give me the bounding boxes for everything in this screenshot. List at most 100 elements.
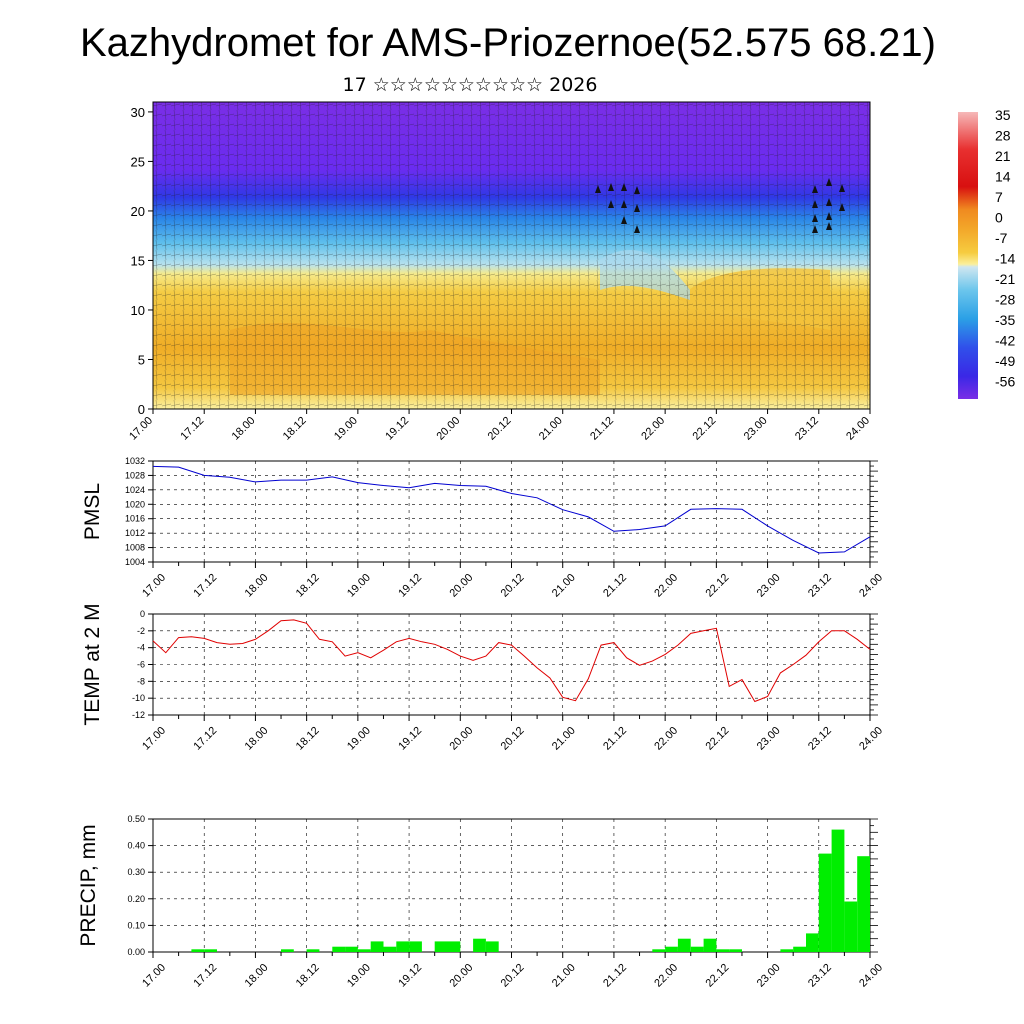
- x-tick-label: 19.12: [396, 962, 424, 990]
- y-tick-label: 1028: [125, 470, 145, 480]
- x-tick-label: 23.12: [793, 415, 821, 443]
- precip-bar: [690, 946, 704, 952]
- x-tick-label: 17.12: [178, 415, 206, 443]
- x-tick-label: 17.12: [191, 725, 219, 753]
- colorbar-label: 28: [995, 128, 1011, 144]
- x-tick-label: 21.12: [601, 725, 629, 753]
- x-tick-label: 20.00: [447, 962, 475, 990]
- wind-pennant: [634, 186, 640, 194]
- precip-bar: [281, 949, 294, 952]
- colorbar-label: 35: [995, 107, 1011, 123]
- temperature-wind-panel: [153, 102, 870, 409]
- colorbar-label: 0: [995, 210, 1003, 226]
- y-tick-label: 0.20: [127, 894, 145, 904]
- y-tick-label: 0.30: [127, 867, 145, 877]
- x-tick-label: 20.12: [486, 415, 514, 443]
- colorbar-label: -14: [995, 251, 1015, 267]
- precip-bar: [396, 941, 410, 952]
- x-tick-label: 19.00: [332, 415, 360, 443]
- colorbar-label: -49: [995, 353, 1015, 369]
- y-tick-label: 10: [131, 303, 145, 318]
- x-tick-label: 21.12: [601, 572, 629, 600]
- wind-pennant: [812, 200, 818, 208]
- precip-bar: [665, 946, 678, 952]
- x-tick-label: 17.00: [140, 962, 168, 990]
- precip-bar: [677, 938, 691, 952]
- precip-bar: [409, 941, 422, 952]
- y-tick-label: -4: [137, 643, 145, 653]
- chart-subtitle: 17 ☆☆☆☆☆☆☆☆☆☆ 2026: [343, 74, 598, 96]
- x-tick-label: 19.12: [396, 725, 424, 753]
- wind-pennant: [812, 225, 818, 233]
- x-tick-label: 19.12: [383, 415, 411, 443]
- series-line: [152, 619, 871, 703]
- x-tick-label: 24.00: [857, 725, 885, 753]
- x-tick-label: 22.12: [704, 725, 732, 753]
- wind-pennant: [826, 212, 832, 220]
- colorbar-label: -56: [995, 374, 1015, 390]
- heatmap-x-axis: 17.00 17.12 18.00 18.12 19.00 19.12 20.00 20.12…: [127, 409, 872, 443]
- y-tick-label: 25: [131, 154, 145, 169]
- precip-bar: [434, 941, 448, 952]
- wind-pennant: [621, 200, 627, 208]
- x-tick-label: 17.12: [191, 572, 219, 600]
- precip-bar: [780, 949, 794, 952]
- x-tick-label: 22.00: [652, 572, 680, 600]
- precip-bar: [383, 946, 397, 952]
- wind-pennant: [812, 214, 818, 222]
- precip-bar: [703, 938, 717, 952]
- x-tick-label: 22.12: [691, 415, 719, 443]
- y-tick-label: 1012: [125, 528, 145, 538]
- x-tick-label: 22.12: [704, 572, 732, 600]
- x-tick-label: 18.12: [294, 572, 322, 600]
- x-tick-label: 24.00: [844, 415, 872, 443]
- x-tick-label: 18.00: [230, 415, 258, 443]
- wind-pennant: [634, 225, 640, 233]
- wind-pennant: [826, 198, 832, 206]
- precip-bar: [793, 946, 806, 952]
- colorbar-labels: 35 28 21 14 7 0 -7 -14 -21 -28 -35 -42 -49 -56: [995, 107, 1015, 390]
- x-tick-label: 20.12: [499, 725, 527, 753]
- precip-bar: [306, 949, 320, 952]
- y-tick-label: 0: [140, 609, 145, 619]
- wind-pennant: [621, 216, 627, 224]
- x-tick-label: 21.00: [550, 725, 578, 753]
- x-tick-label: 21.00: [550, 962, 578, 990]
- colorbar-label: 14: [995, 169, 1011, 185]
- precip-bar: [485, 941, 499, 952]
- x-tick-label: 21.00: [537, 415, 565, 443]
- heatmap-y-axis: 0 5 10 15 20 25 30: [131, 105, 153, 417]
- x-tick-label: 23.12: [806, 725, 834, 753]
- series-line: [152, 465, 871, 554]
- x-tick-label: 19.00: [345, 572, 373, 600]
- x-tick-label: 19.00: [345, 962, 373, 990]
- x-tick-label: 22.00: [639, 415, 667, 443]
- x-tick-label: 20.00: [434, 415, 462, 443]
- y-tick-label: 0.50: [127, 814, 145, 824]
- wind-pennant: [595, 185, 601, 193]
- precip-bar: [806, 933, 819, 952]
- y-tick-label: 5: [138, 352, 145, 367]
- y-tick-label: 1020: [125, 499, 145, 509]
- panel-frame: [152, 460, 871, 563]
- colorbar-label: 21: [995, 148, 1011, 164]
- y-tick-label: -2: [137, 626, 145, 636]
- y-tick-label: 0: [138, 402, 145, 417]
- precip-bar: [652, 949, 666, 952]
- precip-bar: [818, 853, 832, 952]
- y-tick-label: 30: [131, 105, 145, 120]
- y-tick-label: 1008: [125, 543, 145, 553]
- colorbar-label: -28: [995, 292, 1015, 308]
- pmsl-panel: 1032 1028 1024 1020 1016 1012 1008 1004 17.00 17.…: [81, 456, 885, 600]
- precip-bar: [191, 949, 205, 952]
- x-tick-label: 18.00: [243, 572, 271, 600]
- x-tick-label: 18.12: [294, 962, 322, 990]
- precip-panel: 0.50 0.40 0.30 0.20 0.10 0.00 17.00 17.12 18.00 1…: [77, 814, 885, 990]
- y-tick-label: 1024: [125, 485, 145, 495]
- x-tick-label: 20.12: [499, 962, 527, 990]
- colorbar-label: -7: [995, 230, 1008, 246]
- x-tick-label: 23.00: [755, 962, 783, 990]
- panel-frame: [152, 613, 871, 716]
- wind-pennant: [812, 185, 818, 193]
- colorbar-label: -35: [995, 312, 1015, 328]
